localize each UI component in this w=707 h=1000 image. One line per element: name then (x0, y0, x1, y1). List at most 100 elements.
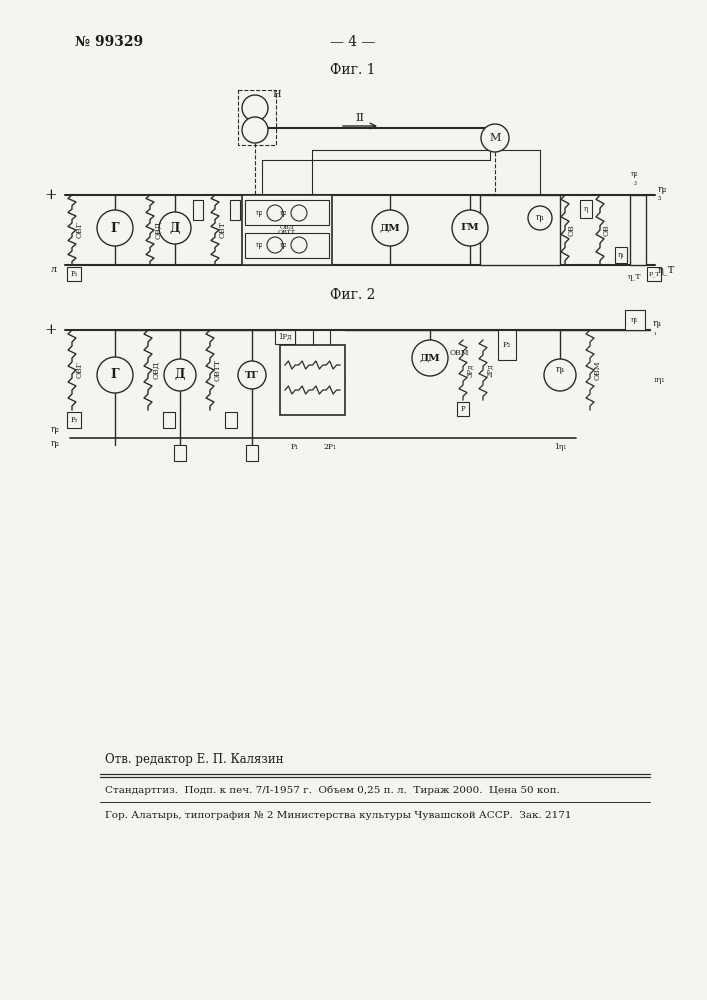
Bar (163, 412, 175, 428)
Text: η₂: η₂ (658, 186, 667, 194)
Text: 1η₁: 1η₁ (554, 443, 566, 451)
Text: ОВТ: ОВТ (219, 222, 227, 238)
Text: ДМ: ДМ (380, 224, 400, 232)
Text: Р: Р (461, 405, 465, 413)
Text: η₁: η₁ (631, 316, 638, 324)
Text: η_Т: η_Т (658, 265, 675, 275)
Text: η_Т: η_Т (629, 273, 642, 281)
Circle shape (412, 340, 448, 376)
Text: М: М (489, 133, 501, 143)
Bar (625, 310, 645, 330)
Text: η₂: η₂ (51, 438, 60, 448)
Text: Гор. Алатырь, типография № 2 Министерства культуры Чувашской АССР.  Зак. 2171: Гор. Алатырь, типография № 2 Министерств… (105, 812, 571, 820)
Circle shape (528, 206, 552, 230)
Text: η₁: η₁ (555, 365, 565, 374)
Text: Г: Г (111, 368, 119, 381)
Bar (225, 412, 237, 428)
Text: η₂: η₂ (280, 241, 288, 249)
Bar (457, 402, 469, 416)
Text: ТГ: ТГ (245, 370, 259, 379)
Text: ОВД: ОВД (154, 221, 162, 239)
Text: ОВТТ: ОВТТ (214, 359, 222, 381)
Text: Д: Д (175, 368, 185, 381)
Circle shape (452, 210, 488, 246)
Circle shape (544, 359, 576, 391)
Text: ОВГ: ОВГ (76, 362, 84, 378)
Circle shape (97, 210, 133, 246)
Circle shape (159, 212, 191, 244)
Text: Фиг. 1: Фиг. 1 (330, 63, 375, 77)
Bar (174, 445, 186, 461)
Circle shape (164, 359, 196, 391)
Text: η₂: η₂ (256, 209, 264, 217)
Text: ОВ: ОВ (568, 224, 576, 236)
Circle shape (97, 357, 133, 393)
Text: η₂: η₂ (51, 426, 60, 434)
Text: η₂: η₂ (256, 241, 264, 249)
Circle shape (242, 117, 268, 143)
Text: ОВД
ОВТТ: ОВД ОВТТ (278, 225, 296, 235)
Bar (242, 195, 332, 265)
Bar (193, 200, 203, 220)
Bar (630, 195, 646, 265)
Text: Р₂: Р₂ (503, 341, 511, 349)
Text: ОВМ: ОВМ (450, 349, 469, 357)
Text: № 99329: № 99329 (75, 35, 143, 49)
Text: ₁η₁: ₁η₁ (653, 376, 665, 384)
Bar (246, 445, 258, 461)
Text: Р₂: Р₂ (70, 416, 78, 424)
Text: ДМ: ДМ (420, 354, 440, 362)
Text: Р_Т: Р_Т (648, 271, 660, 277)
Text: — 4 —: — 4 — (330, 35, 375, 49)
Bar (280, 345, 345, 415)
Text: Отв. редактор Е. П. Калязин: Отв. редактор Е. П. Калязин (105, 754, 284, 766)
Text: Р₁: Р₁ (291, 443, 299, 451)
Text: ОВГ: ОВГ (76, 222, 84, 238)
Circle shape (238, 361, 266, 389)
Bar (67, 412, 81, 428)
Bar (275, 330, 295, 344)
Bar (67, 267, 81, 281)
Text: 3Рд: 3Рд (466, 363, 474, 377)
Text: ₃: ₃ (658, 194, 661, 202)
Text: Д: Д (170, 222, 180, 234)
Text: Г: Г (111, 222, 119, 234)
Text: ОВД: ОВД (152, 361, 160, 379)
Circle shape (372, 210, 408, 246)
Bar (480, 195, 560, 265)
Text: II: II (356, 113, 365, 123)
Text: ОВ: ОВ (603, 224, 611, 236)
Text: 2Рд: 2Рд (486, 363, 494, 377)
Bar (245, 233, 329, 258)
Text: 2Р₁: 2Р₁ (324, 443, 337, 451)
Circle shape (267, 205, 283, 221)
Bar (498, 330, 516, 360)
Circle shape (291, 237, 307, 253)
Circle shape (481, 124, 509, 152)
Text: η₁: η₁ (617, 251, 624, 259)
Bar (245, 200, 329, 225)
Text: η₁: η₁ (653, 320, 662, 328)
Text: +: + (45, 323, 57, 337)
Text: η: η (584, 205, 588, 213)
Bar (230, 200, 240, 220)
Text: η₂: η₂ (280, 209, 288, 217)
Bar (647, 267, 661, 281)
Text: ГМ: ГМ (461, 224, 479, 232)
Text: η₁: η₁ (535, 214, 544, 223)
Bar (615, 247, 627, 263)
Circle shape (291, 205, 307, 221)
Text: η₂
₃: η₂ ₃ (631, 170, 638, 187)
Text: ОВМ: ОВМ (594, 360, 602, 380)
Text: 1Рд: 1Рд (279, 333, 292, 341)
Circle shape (267, 237, 283, 253)
Text: Р₂: Р₂ (70, 270, 78, 278)
Text: +: + (45, 188, 57, 202)
Text: ₁: ₁ (653, 329, 656, 337)
Text: Стандартгиз.  Подп. к печ. 7/І-1957 г.  Объем 0,25 п. л.  Тираж 2000.  Цена 50 к: Стандартгиз. Подп. к печ. 7/І-1957 г. Об… (105, 785, 560, 795)
Bar (580, 200, 592, 218)
Bar (238, 90, 276, 145)
Text: л: л (51, 265, 57, 274)
Text: Фиг. 2: Фиг. 2 (330, 288, 375, 302)
Circle shape (242, 95, 268, 121)
